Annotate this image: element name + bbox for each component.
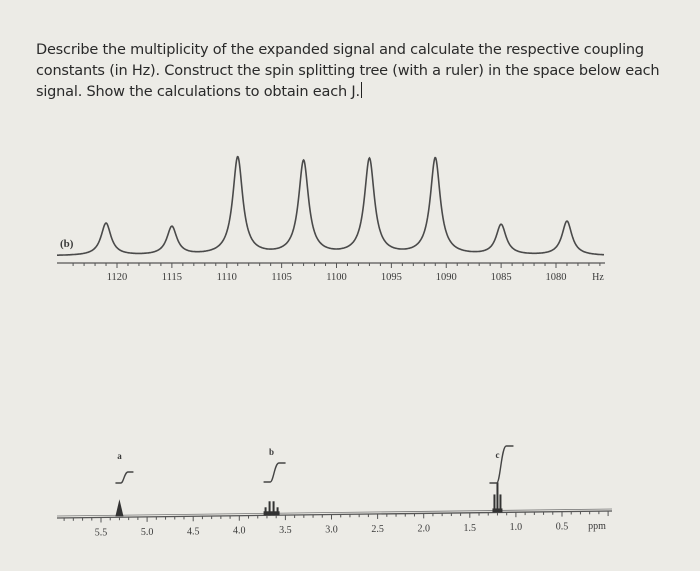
peak-line	[496, 482, 499, 513]
signal-label: b	[269, 447, 274, 457]
panel-label: (b)	[60, 238, 74, 250]
spectrum-trace	[57, 155, 604, 256]
peak-line	[272, 501, 275, 516]
ppm-tick-label: 4.5	[187, 526, 200, 537]
ppm-tick-label: 1.5	[464, 523, 477, 534]
integral-curve	[489, 445, 514, 484]
hz-tick-label: 1100	[326, 272, 347, 283]
integral-curve	[263, 462, 286, 483]
ppm-tick-label: 3.0	[325, 525, 338, 536]
hz-tick-label: 1085	[491, 272, 512, 283]
ppm-tick-label: 1.0	[510, 522, 523, 533]
hz-tick-label: 1080	[546, 272, 567, 283]
ppm-tick-label: 5.5	[95, 527, 108, 538]
peak-line	[493, 494, 496, 513]
hz-axis-label: Hz	[592, 272, 604, 283]
signal-a: a	[115, 451, 134, 517]
peak-line	[499, 494, 502, 513]
integral-curve	[115, 471, 134, 484]
peak-line	[264, 507, 267, 516]
ppm-baseline	[56, 508, 613, 517]
peak-line	[276, 507, 279, 516]
peak-line	[268, 501, 271, 516]
hz-tick-label: 1110	[217, 272, 237, 283]
hz-tick-label: 1095	[381, 272, 402, 283]
text-cursor	[360, 82, 362, 98]
signal-label: c	[495, 450, 499, 460]
ppm-axis	[56, 510, 613, 519]
ppm-tick-label: 3.5	[279, 525, 292, 536]
ppm-tick-label: 4.0	[233, 526, 246, 537]
hz-tick-label: 1120	[107, 272, 128, 283]
signal-c: c	[489, 445, 514, 513]
peak-base	[263, 511, 280, 516]
ppm-axis-label: ppm	[588, 521, 606, 532]
ppm-tick-label: 0.5	[556, 522, 569, 533]
question-text-content: Describe the multiplicity of the expande…	[36, 42, 660, 100]
signal-label: a	[117, 451, 122, 461]
peak	[115, 499, 124, 517]
hz-tick-label: 1090	[436, 272, 457, 283]
hz-tick-label: 1105	[271, 272, 292, 283]
hz-tick-label: 1115	[162, 272, 182, 283]
question-text: Describe the multiplicity of the expande…	[36, 40, 686, 103]
ppm-tick-label: 2.0	[417, 523, 430, 534]
signal-b: b	[263, 447, 286, 516]
ppm-tick-label: 5.0	[141, 527, 154, 538]
ppm-tick-label: 2.5	[371, 524, 384, 535]
